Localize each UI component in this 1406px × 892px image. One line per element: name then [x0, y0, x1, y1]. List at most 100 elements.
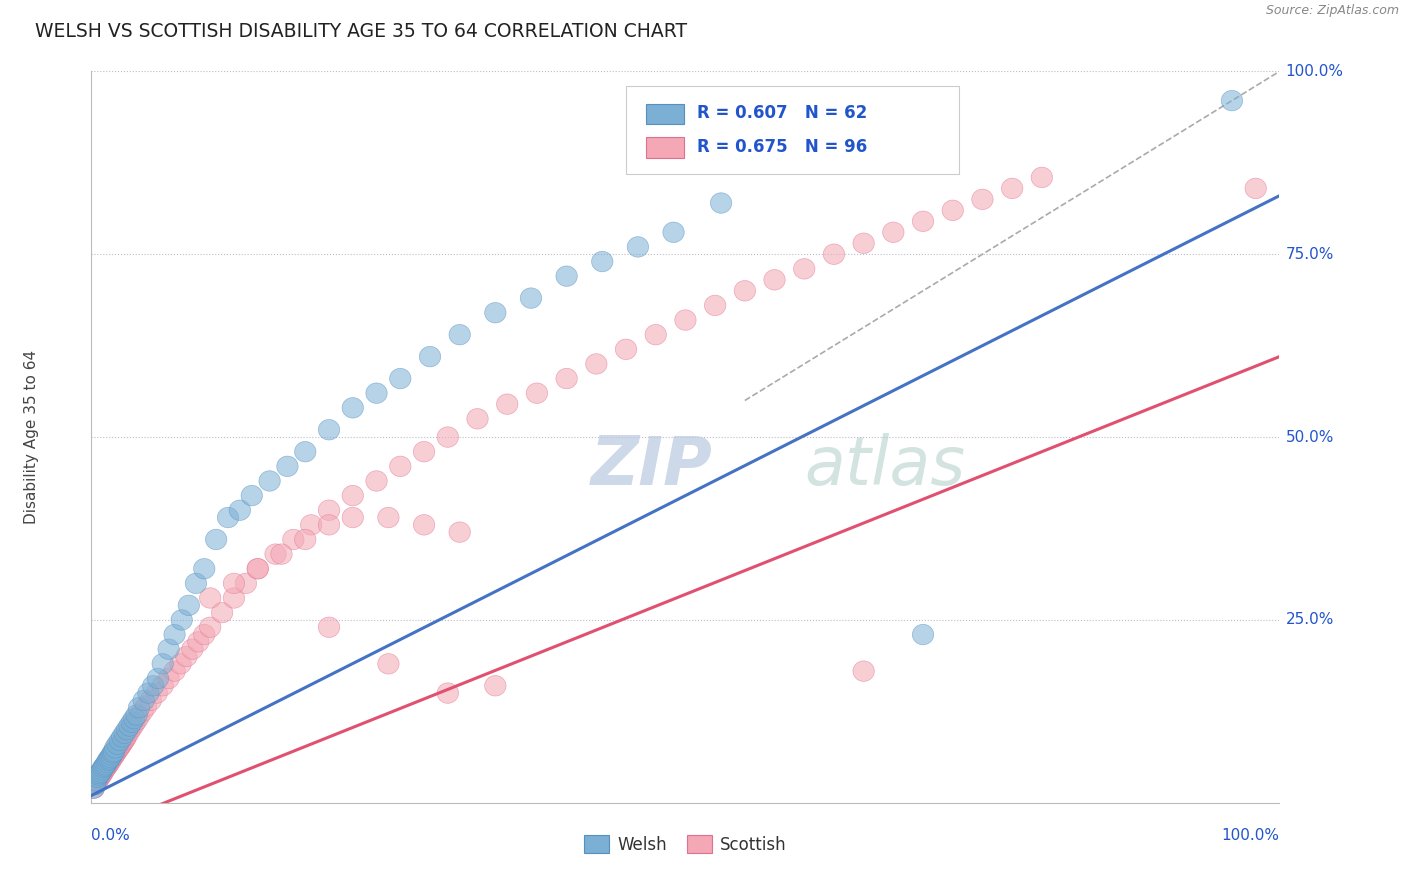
Ellipse shape: [645, 325, 666, 345]
Ellipse shape: [264, 544, 287, 565]
FancyBboxPatch shape: [647, 137, 685, 158]
Ellipse shape: [627, 236, 648, 257]
Ellipse shape: [211, 602, 233, 623]
Ellipse shape: [942, 200, 963, 220]
Ellipse shape: [259, 471, 280, 491]
Ellipse shape: [132, 701, 153, 722]
Ellipse shape: [148, 668, 169, 689]
Ellipse shape: [1001, 178, 1022, 199]
Ellipse shape: [87, 771, 108, 791]
Ellipse shape: [104, 738, 127, 758]
Ellipse shape: [103, 745, 125, 765]
Ellipse shape: [98, 752, 120, 772]
Ellipse shape: [1222, 90, 1243, 111]
Ellipse shape: [437, 427, 458, 447]
Ellipse shape: [103, 747, 124, 767]
Ellipse shape: [186, 574, 207, 593]
Ellipse shape: [389, 456, 411, 476]
Ellipse shape: [200, 588, 221, 608]
Ellipse shape: [87, 767, 108, 788]
Ellipse shape: [97, 750, 118, 771]
Ellipse shape: [84, 774, 105, 795]
Ellipse shape: [413, 515, 434, 535]
Ellipse shape: [294, 529, 316, 549]
Ellipse shape: [100, 750, 121, 771]
Ellipse shape: [277, 456, 298, 476]
Ellipse shape: [555, 368, 578, 389]
Text: 75.0%: 75.0%: [1285, 247, 1334, 261]
Legend: Welsh, Scottish: Welsh, Scottish: [578, 829, 793, 860]
Ellipse shape: [592, 252, 613, 272]
Ellipse shape: [165, 661, 186, 681]
Ellipse shape: [662, 222, 685, 243]
Ellipse shape: [93, 757, 114, 778]
FancyBboxPatch shape: [626, 86, 959, 174]
Ellipse shape: [449, 325, 471, 345]
Ellipse shape: [91, 764, 112, 784]
Ellipse shape: [247, 558, 269, 579]
Ellipse shape: [710, 193, 731, 213]
Ellipse shape: [124, 714, 145, 734]
Ellipse shape: [127, 705, 148, 725]
Ellipse shape: [283, 529, 304, 549]
Ellipse shape: [86, 771, 107, 791]
Ellipse shape: [734, 281, 755, 301]
Ellipse shape: [121, 712, 142, 732]
Ellipse shape: [90, 764, 111, 785]
Ellipse shape: [912, 624, 934, 645]
Ellipse shape: [86, 772, 107, 793]
Ellipse shape: [94, 756, 115, 776]
Ellipse shape: [87, 764, 110, 785]
Ellipse shape: [342, 398, 364, 418]
Ellipse shape: [165, 624, 186, 645]
Ellipse shape: [138, 683, 159, 703]
Ellipse shape: [271, 544, 292, 565]
Ellipse shape: [96, 757, 117, 778]
Ellipse shape: [83, 778, 104, 798]
Ellipse shape: [194, 624, 215, 645]
Ellipse shape: [763, 269, 785, 290]
Ellipse shape: [89, 764, 111, 784]
Text: ZIP: ZIP: [591, 434, 713, 500]
Ellipse shape: [157, 668, 180, 689]
Ellipse shape: [104, 743, 127, 764]
Ellipse shape: [240, 485, 263, 506]
Ellipse shape: [704, 295, 725, 316]
Ellipse shape: [793, 259, 815, 279]
Ellipse shape: [118, 715, 141, 736]
Ellipse shape: [110, 736, 131, 756]
Ellipse shape: [91, 760, 112, 780]
Ellipse shape: [485, 675, 506, 696]
Ellipse shape: [101, 745, 122, 765]
Ellipse shape: [318, 515, 340, 535]
Ellipse shape: [134, 690, 155, 711]
Ellipse shape: [107, 739, 128, 760]
Text: WELSH VS SCOTTISH DISABILITY AGE 35 TO 64 CORRELATION CHART: WELSH VS SCOTTISH DISABILITY AGE 35 TO 6…: [35, 22, 688, 41]
Ellipse shape: [141, 690, 162, 711]
Ellipse shape: [181, 639, 202, 659]
Ellipse shape: [128, 698, 149, 718]
Ellipse shape: [87, 768, 110, 789]
Ellipse shape: [101, 748, 122, 769]
Ellipse shape: [342, 508, 364, 528]
Ellipse shape: [89, 767, 111, 788]
Ellipse shape: [96, 756, 118, 776]
Ellipse shape: [616, 339, 637, 359]
Ellipse shape: [485, 302, 506, 323]
Ellipse shape: [247, 558, 269, 579]
Ellipse shape: [152, 654, 173, 674]
Ellipse shape: [912, 211, 934, 232]
Ellipse shape: [115, 727, 136, 747]
Ellipse shape: [172, 610, 193, 630]
Ellipse shape: [98, 748, 120, 769]
Ellipse shape: [235, 574, 256, 593]
Ellipse shape: [318, 419, 340, 440]
Ellipse shape: [1031, 167, 1053, 187]
Ellipse shape: [105, 741, 127, 762]
Ellipse shape: [97, 754, 118, 774]
Ellipse shape: [496, 394, 517, 415]
Ellipse shape: [449, 522, 471, 542]
Ellipse shape: [170, 654, 191, 674]
Ellipse shape: [378, 508, 399, 528]
Ellipse shape: [112, 731, 134, 751]
